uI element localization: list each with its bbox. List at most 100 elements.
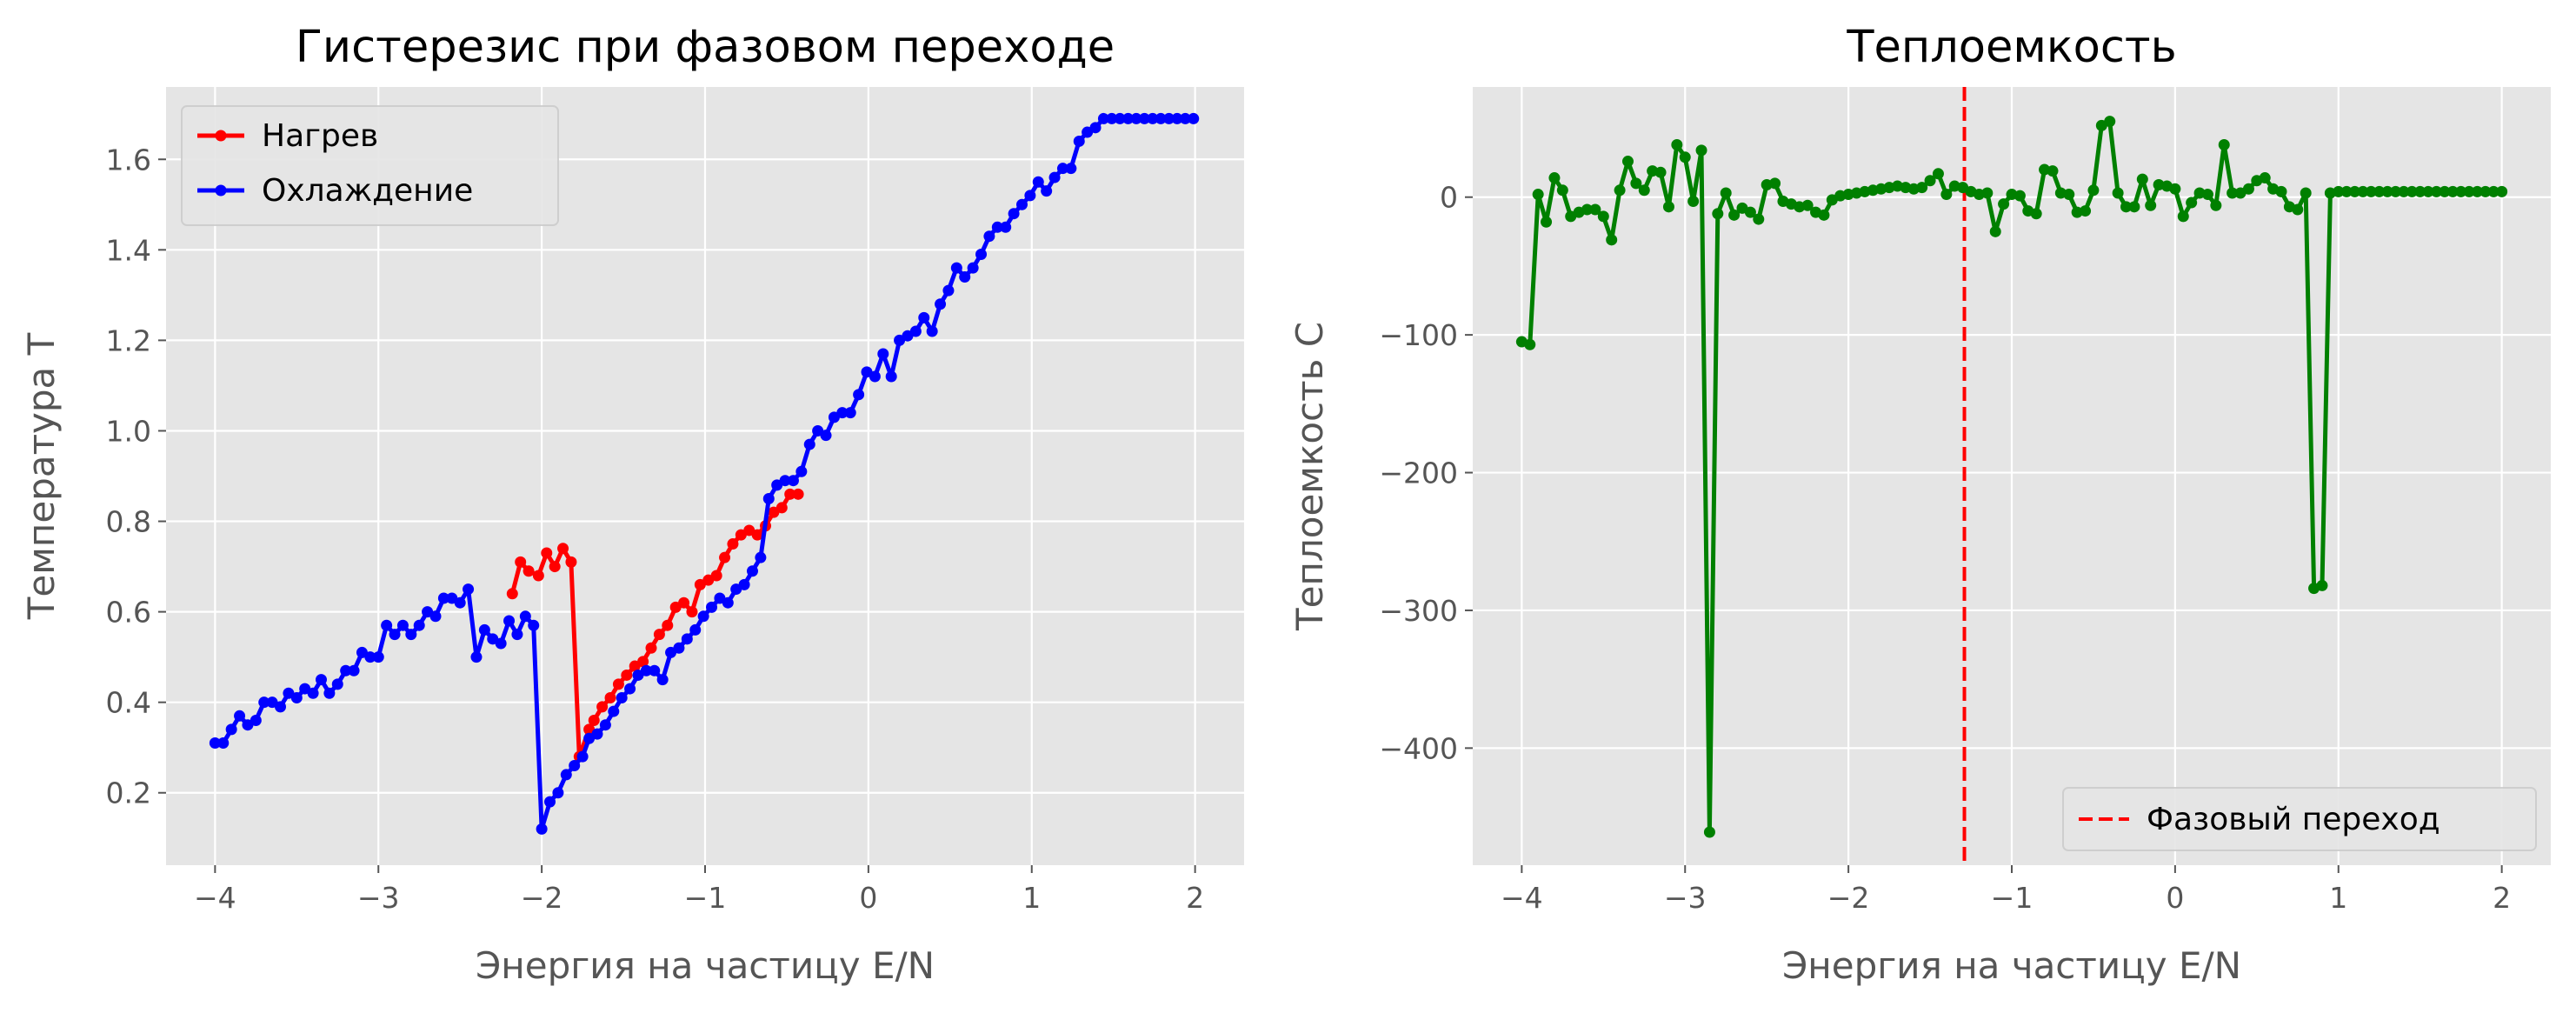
data-point xyxy=(2063,189,2075,201)
plot-marks xyxy=(1515,87,2508,865)
legend-marker-1 xyxy=(215,130,227,142)
data-point xyxy=(1556,184,1568,197)
data-point xyxy=(290,691,303,703)
x-tick-label: 0 xyxy=(2166,881,2184,915)
data-point xyxy=(576,750,589,763)
data-point xyxy=(1753,213,1765,225)
data-point xyxy=(795,465,808,477)
data-point xyxy=(1614,184,1626,197)
data-point xyxy=(1024,190,1036,202)
data-point xyxy=(2087,184,2100,197)
data-point xyxy=(1147,112,1159,124)
data-point xyxy=(1056,163,1068,175)
data-point xyxy=(844,407,856,419)
data-point xyxy=(2104,116,2116,128)
plot-marks xyxy=(209,112,1200,835)
legend-label-2: Охлаждение xyxy=(262,173,473,209)
data-point xyxy=(803,438,815,450)
data-point xyxy=(1089,122,1102,134)
data-point xyxy=(544,796,556,808)
legend-box xyxy=(181,105,559,226)
data-point xyxy=(678,596,690,609)
data-point xyxy=(1581,203,1594,216)
data-point xyxy=(1597,210,1609,223)
data-point xyxy=(2014,190,2026,202)
data-point xyxy=(2300,187,2312,199)
x-tick-label: 1 xyxy=(1022,881,1041,915)
data-point xyxy=(2333,185,2345,197)
data-point xyxy=(689,623,702,636)
data-point xyxy=(389,629,401,641)
data-point xyxy=(565,556,577,568)
data-point xyxy=(1130,112,1142,124)
data-point xyxy=(738,578,750,590)
legend-label-1: Нагрев xyxy=(262,118,378,154)
data-point xyxy=(1171,112,1183,124)
data-point xyxy=(2080,205,2092,217)
data-point xyxy=(836,407,849,419)
data-point xyxy=(275,701,287,713)
heat-capacity-chart: −4 −3 −2 −1 0 1 2 −400 −300 −200 −100 0 Теплоемкость… xyxy=(1288,22,2551,987)
data-point xyxy=(557,543,569,555)
data-point xyxy=(1679,151,1691,163)
data-point xyxy=(372,651,384,663)
data-point xyxy=(519,610,531,623)
data-point xyxy=(637,656,649,668)
data-point xyxy=(1662,201,1674,213)
data-point xyxy=(755,551,767,563)
data-point xyxy=(751,529,763,541)
data-point xyxy=(454,596,466,609)
data-point xyxy=(2112,187,2124,199)
data-point xyxy=(681,633,693,645)
x-tick-label: 2 xyxy=(1186,881,1204,915)
data-point xyxy=(662,619,674,631)
data-point xyxy=(2446,185,2459,197)
data-point xyxy=(616,691,628,703)
data-point xyxy=(2128,201,2140,213)
data-point xyxy=(1818,209,1830,221)
data-point xyxy=(2136,173,2148,185)
data-point xyxy=(1916,182,1928,194)
data-point xyxy=(503,615,516,627)
data-point xyxy=(706,601,718,613)
data-point xyxy=(2275,185,2287,197)
data-point xyxy=(1114,112,1126,124)
data-point xyxy=(511,629,523,641)
data-point xyxy=(935,298,947,310)
data-point xyxy=(523,565,535,577)
data-point xyxy=(2455,185,2467,197)
data-point xyxy=(596,701,609,713)
data-point xyxy=(1720,187,1732,199)
data-point xyxy=(2120,201,2133,213)
y-tick-label: −100 xyxy=(1379,318,1458,352)
data-point xyxy=(1687,195,1700,207)
x-axis-label: Энергия на частицу E/N xyxy=(1782,944,2241,987)
data-point xyxy=(552,787,564,799)
data-point xyxy=(323,687,336,699)
data-point xyxy=(1163,112,1175,124)
data-point xyxy=(2406,185,2418,197)
data-point xyxy=(1548,172,1561,184)
y-axis-label: Температура T xyxy=(20,332,63,620)
y-tick-label: −200 xyxy=(1379,457,1458,490)
data-point xyxy=(2365,185,2377,197)
data-point xyxy=(983,230,995,243)
data-point xyxy=(506,588,518,600)
data-point xyxy=(1744,206,1756,218)
data-point xyxy=(2201,189,2213,201)
data-point xyxy=(792,488,804,500)
data-point xyxy=(470,651,483,663)
data-point xyxy=(746,565,758,577)
data-point xyxy=(787,475,799,487)
data-point xyxy=(1981,187,1994,199)
data-point xyxy=(762,493,775,505)
data-point xyxy=(2218,139,2230,151)
data-point xyxy=(649,664,661,676)
data-point xyxy=(463,583,475,596)
data-point xyxy=(967,262,979,274)
data-point xyxy=(1532,189,1544,201)
hysteresis-chart: −4 −3 −2 −1 0 1 2 0.2 0.4 0.6 0.8 1.0 1.2 1.4 1.6 Гисте… xyxy=(20,22,1244,987)
data-point xyxy=(1712,208,1724,220)
data-point xyxy=(1940,189,1953,201)
